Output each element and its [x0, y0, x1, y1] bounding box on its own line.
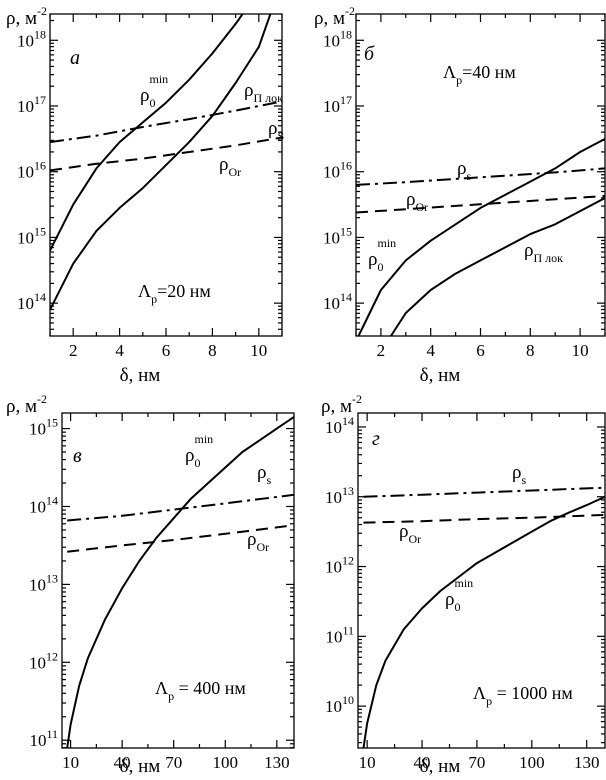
- y-tick-label: 1013: [325, 484, 354, 507]
- series-line-1: [67, 493, 294, 522]
- y-tick-label: 1012: [325, 554, 354, 577]
- x-tick-label: 10: [250, 341, 267, 360]
- x-tick-label: 40: [414, 753, 431, 772]
- series-line-1: [363, 486, 605, 498]
- x-tick-label: 10: [572, 341, 589, 360]
- lambda-annotation: Λp = 400 нм: [155, 678, 246, 703]
- y-tick-label: 1015: [17, 224, 46, 247]
- curve-label: ρs: [512, 462, 526, 487]
- series-line-1: [50, 14, 272, 311]
- lambda-annotation: Λp=20 нм: [138, 281, 211, 306]
- curve-label: ρП лок: [244, 80, 283, 105]
- series-line-1: [390, 197, 605, 336]
- y-tick-label: 1012: [29, 649, 58, 672]
- curve-label: ρOr: [219, 154, 241, 179]
- y-tick-label: 1018: [323, 27, 352, 50]
- y-tick-label: 1015: [323, 224, 352, 247]
- series-line-0: [357, 138, 605, 336]
- y-tick-label: 1014: [29, 493, 58, 516]
- plot-frame: [61, 412, 295, 749]
- x-tick-label: 8: [208, 341, 217, 360]
- x-tick-label: 4: [426, 341, 435, 360]
- lambda-annotation: Λp=40 нм: [443, 62, 516, 87]
- y-axis-label: ρ, м-2: [6, 392, 47, 417]
- series-line-0: [50, 14, 244, 252]
- y-tick-label: 1014: [17, 290, 46, 313]
- y-tick-label: 1014: [323, 290, 352, 313]
- x-tick-label: 10: [359, 753, 376, 772]
- y-axis-label: ρ, м-2: [321, 392, 362, 417]
- x-axis-label: δ, нм: [120, 365, 161, 386]
- y-tick-label: 1011: [29, 727, 58, 750]
- y-tick-label: 1016: [323, 159, 352, 182]
- curve-label: ρ0min: [445, 576, 473, 614]
- series-line-2: [356, 167, 605, 186]
- x-tick-label: 100: [519, 753, 545, 772]
- y-tick-label: 1015: [29, 416, 58, 439]
- panel-letter: в: [73, 445, 82, 467]
- x-tick-label: 10: [62, 753, 79, 772]
- curve-label: ρ0min: [185, 432, 213, 470]
- panel-г: 10 40 70 100 130 1010 1011 1012 1013 1014 г Λp = 10…: [321, 392, 606, 777]
- series-line-3: [356, 195, 605, 214]
- x-tick-label: 8: [526, 341, 535, 360]
- series-line-2: [50, 100, 282, 144]
- panel-letter: а: [70, 47, 80, 69]
- curve-label: ρOr: [247, 529, 269, 554]
- y-tick-label: 1018: [17, 27, 46, 50]
- y-tick-label: 1016: [17, 159, 46, 182]
- lambda-annotation: Λp = 1000 нм: [473, 683, 573, 708]
- series-line-2: [67, 524, 294, 553]
- curve-label: ρOr: [406, 189, 428, 214]
- x-tick-label: 40: [114, 753, 131, 772]
- x-tick-label: 130: [574, 753, 600, 772]
- x-axis-label: δ, нм: [120, 756, 161, 777]
- y-tick-label: 1017: [323, 93, 352, 116]
- panel-б: 2 4 6 8 10 1014 1015 1016 1017 1018 б Λp=40 нм ρ, м-…: [314, 4, 606, 386]
- plot-frame: [357, 412, 606, 749]
- panel-в: 10 40 70 100 130 1011 1012 1013 1014 1015 в Λp = 40…: [6, 392, 295, 777]
- x-tick-label: 100: [213, 753, 239, 772]
- x-tick-label: 4: [115, 341, 124, 360]
- y-tick-label: 1017: [17, 93, 46, 116]
- y-tick-label: 1011: [325, 623, 354, 646]
- x-tick-label: 70: [468, 753, 485, 772]
- x-axis-label: δ, нм: [420, 365, 461, 386]
- x-tick-label: 2: [69, 341, 78, 360]
- y-tick-label: 1014: [325, 414, 354, 437]
- panel-letter: г: [372, 428, 380, 450]
- x-tick-label: 2: [377, 341, 386, 360]
- series-line-3: [50, 136, 282, 172]
- y-axis-label: ρ, м-2: [314, 4, 355, 29]
- x-tick-label: 6: [162, 341, 171, 360]
- curve-label: ρs: [257, 462, 271, 487]
- series-line-2: [363, 513, 605, 524]
- y-axis-label: ρ, м-2: [6, 4, 47, 29]
- y-tick-label: 1013: [29, 571, 58, 594]
- x-tick-label: 130: [264, 753, 290, 772]
- x-tick-label: 70: [165, 753, 182, 772]
- series-line-0: [66, 416, 294, 748]
- y-tick-label: 1010: [325, 693, 354, 716]
- curve-label: ρ0min: [368, 236, 396, 274]
- panel-letter: б: [364, 43, 375, 65]
- x-tick-label: 6: [476, 341, 485, 360]
- x-axis-label: δ, нм: [420, 756, 461, 777]
- curve-label: ρП лок: [524, 240, 563, 265]
- curve-label: ρOr: [399, 521, 421, 546]
- panel-а: 2 4 6 8 10 1014 1015 1016 1017 1018 а Λp=20 нм ρ, м-…: [6, 4, 284, 386]
